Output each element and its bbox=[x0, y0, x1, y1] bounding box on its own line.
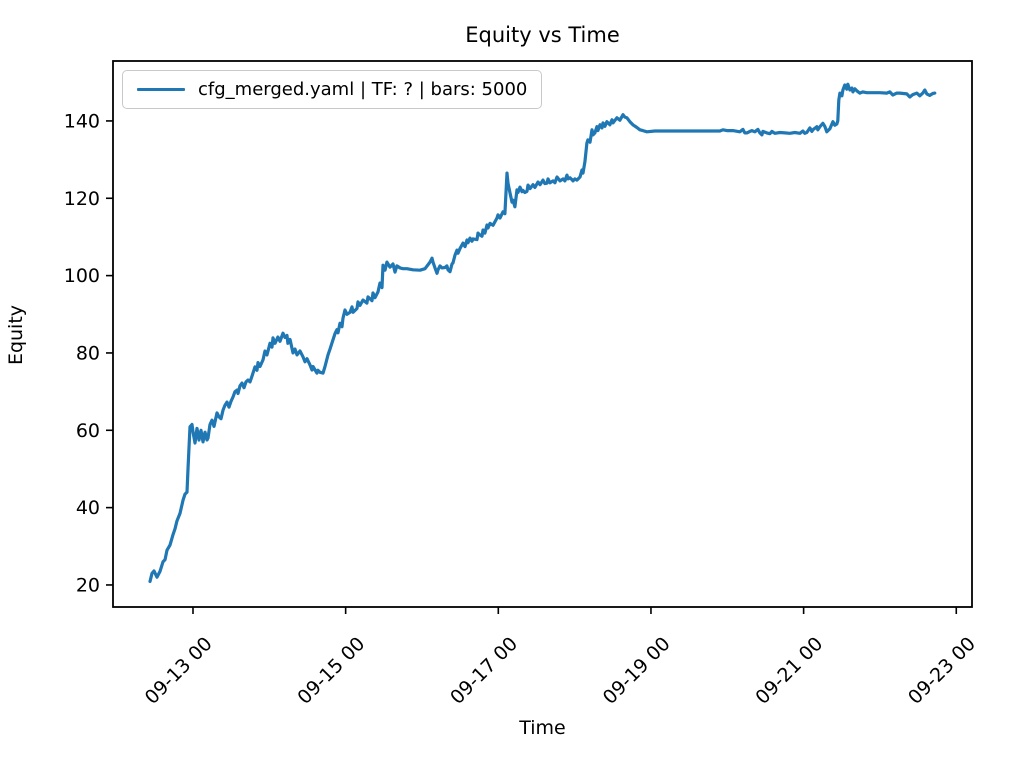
y-tick-label: 100 bbox=[64, 265, 100, 287]
legend: cfg_merged.yaml | TF: ? | bars: 5000 bbox=[122, 70, 543, 109]
legend-line-swatch bbox=[137, 87, 185, 92]
x-tick-label: 09-17 00 bbox=[446, 633, 522, 709]
x-tick-label: 09-19 00 bbox=[599, 633, 675, 709]
x-axis-label: Time bbox=[519, 717, 566, 739]
x-tick-label: 09-21 00 bbox=[751, 633, 827, 709]
y-tick-label: 80 bbox=[76, 342, 100, 364]
x-tick-label: 09-23 00 bbox=[904, 633, 980, 709]
y-tick-label: 140 bbox=[64, 110, 100, 132]
axes-frame bbox=[112, 60, 973, 608]
legend-label: cfg_merged.yaml | TF: ? | bars: 5000 bbox=[198, 79, 528, 100]
y-tick-label: 120 bbox=[64, 188, 100, 210]
x-tick-label: 09-15 00 bbox=[293, 633, 369, 709]
y-tick-label: 40 bbox=[76, 497, 100, 519]
equity-line bbox=[148, 82, 937, 584]
x-tick-label: 09-13 00 bbox=[141, 633, 217, 709]
y-tick-label: 60 bbox=[76, 420, 100, 442]
y-tick-label: 20 bbox=[76, 574, 100, 596]
chart-title: Equity vs Time bbox=[465, 23, 620, 47]
